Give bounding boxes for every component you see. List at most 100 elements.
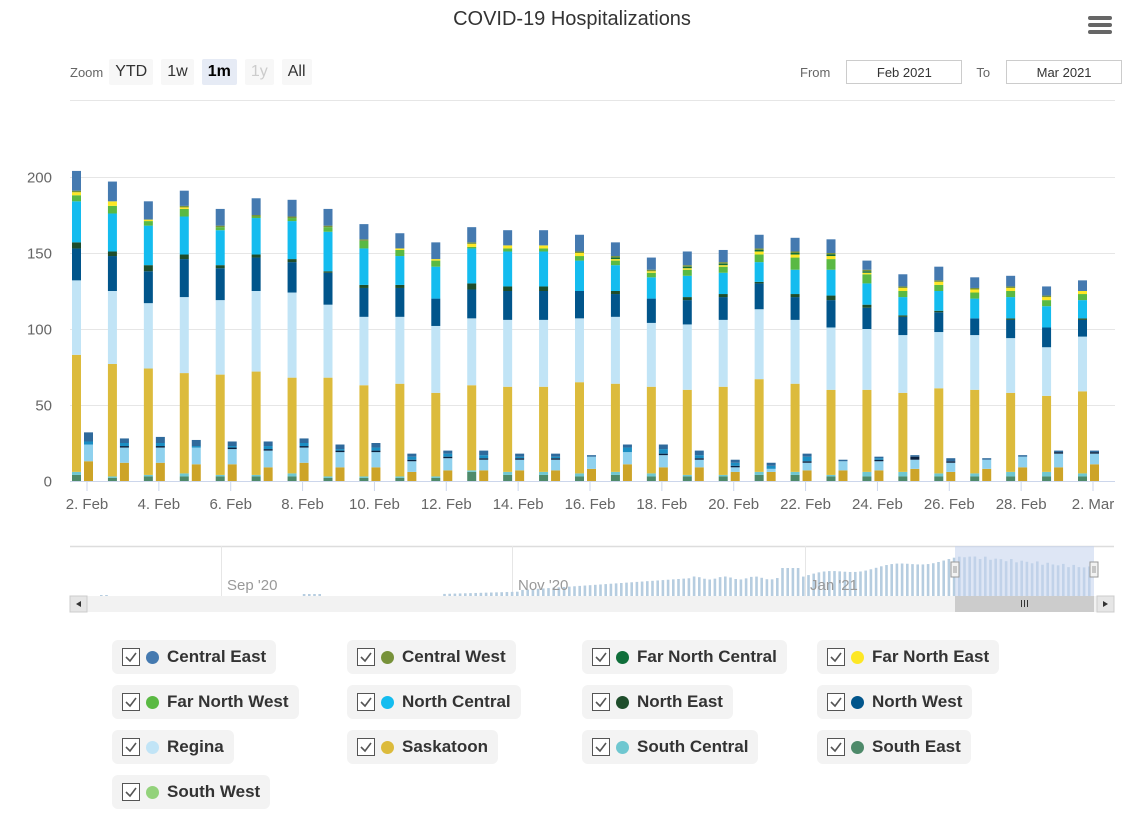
bar-segment[interactable] [359,316,369,386]
icu-bar-segment[interactable] [227,449,237,465]
bar-segment[interactable] [754,249,764,252]
bar-segment[interactable] [646,473,656,477]
bar-segment[interactable] [610,265,620,291]
bar-segment[interactable] [898,287,908,291]
bar-segment[interactable] [862,269,872,272]
bar-segment[interactable] [682,269,692,276]
bar-segment[interactable] [862,272,872,275]
bar-segment[interactable] [754,281,764,284]
bar-segment[interactable] [1006,318,1016,320]
icu-bar-segment[interactable] [946,458,956,462]
bar-segment[interactable] [395,248,405,250]
bar-segment[interactable] [107,476,117,478]
bar-segment[interactable] [431,477,441,481]
bar-segment[interactable] [431,260,441,267]
icu-bar-segment[interactable] [335,452,345,468]
icu-bar-segment[interactable] [263,467,273,481]
bar-segment[interactable] [970,289,980,293]
bar-segment[interactable] [323,271,333,273]
legend-item-far-north-west[interactable]: Far North West [112,685,299,719]
bar-segment[interactable] [610,291,620,295]
icu-bar-segment[interactable] [838,470,848,481]
bar-segment[interactable] [898,392,908,472]
bar-segment[interactable] [539,251,549,287]
bar-segment[interactable] [431,298,441,326]
bar-segment[interactable] [1078,391,1087,474]
zoom-button-1w[interactable]: 1w [161,59,194,85]
bar-segment[interactable] [970,476,980,481]
bar-segment[interactable] [682,474,692,477]
bar-segment[interactable] [503,245,513,249]
bar-segment[interactable] [107,256,117,291]
bar-segment[interactable] [682,476,692,481]
bar-segment[interactable] [575,234,584,252]
bar-segment[interactable] [431,392,441,477]
icu-bar-segment[interactable] [1054,450,1064,453]
icu-bar-segment[interactable] [407,456,417,460]
bar-segment[interactable] [970,473,980,477]
icu-bar-segment[interactable] [155,447,165,463]
bar-segment[interactable] [934,280,944,282]
bar-segment[interactable] [467,471,477,481]
bar-segment[interactable] [826,239,836,253]
bar-segment[interactable] [575,476,584,481]
bar-segment[interactable] [970,287,980,290]
bar-segment[interactable] [718,474,728,477]
bar-segment[interactable] [143,474,153,477]
zoom-button-1m[interactable]: 1m [201,59,237,85]
bar-segment[interactable] [539,248,549,252]
bar-segment[interactable] [503,251,513,287]
bar-segment[interactable] [826,474,836,477]
bar-segment[interactable] [539,286,549,291]
bar-segment[interactable] [646,269,656,272]
icu-bar-segment[interactable] [119,462,129,481]
bar-segment[interactable] [718,266,728,273]
bar-segment[interactable] [754,254,764,263]
bar-segment[interactable] [539,291,549,320]
bar-segment[interactable] [682,275,692,298]
bar-segment[interactable] [1042,327,1052,348]
bar-segment[interactable] [898,476,908,481]
bar-segment[interactable] [754,379,764,472]
bar-segment[interactable] [898,286,908,288]
from-date-input[interactable] [846,60,963,84]
bar-segment[interactable] [287,218,297,222]
bar-segment[interactable] [143,476,153,481]
bar-segment[interactable] [395,383,405,477]
bar-segment[interactable] [143,225,153,266]
legend-item-north-east[interactable]: North East [582,685,733,719]
icu-bar-segment[interactable] [335,467,345,481]
bar-segment[interactable] [1042,300,1052,307]
bar-segment[interactable] [718,265,728,267]
bar-segment[interactable] [934,312,944,333]
icu-bar-segment[interactable] [766,462,776,466]
bar-segment[interactable] [1006,287,1016,291]
icu-bar-segment[interactable] [874,458,884,460]
icu-bar-segment[interactable] [730,462,740,466]
bar-segment[interactable] [898,291,908,298]
icu-bar-segment[interactable] [479,470,489,481]
icu-bar-segment[interactable] [982,468,992,481]
bar-segment[interactable] [826,269,836,296]
bar-segment[interactable] [395,233,405,249]
bar-segment[interactable] [431,242,441,260]
icu-bar-segment[interactable] [335,449,345,451]
icu-bar-segment[interactable] [515,459,525,471]
bar-segment[interactable] [970,335,980,390]
legend-item-far-north-east[interactable]: Far North East [817,640,1000,674]
icu-bar-segment[interactable] [874,470,884,481]
bar-segment[interactable] [790,269,800,295]
bar-segment[interactable] [359,385,369,477]
legend-item-north-west[interactable]: North West [817,685,973,719]
bar-segment[interactable] [503,386,513,472]
icu-bar-segment[interactable] [227,464,237,481]
bar-segment[interactable] [467,470,477,472]
bar-segment[interactable] [395,287,405,317]
bar-segment[interactable] [898,471,908,477]
icu-bar-segment[interactable] [407,459,417,462]
bar-segment[interactable] [718,262,728,264]
icu-bar-segment[interactable] [191,439,201,447]
bar-segment[interactable] [682,300,692,325]
bar-segment[interactable] [610,383,620,472]
bar-segment[interactable] [1042,297,1052,301]
